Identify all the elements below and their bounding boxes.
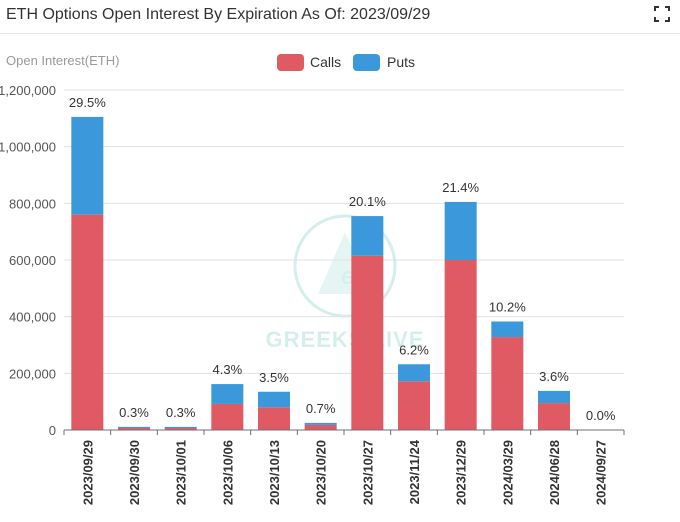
y-tick-label: 800,000: [9, 196, 56, 211]
x-tick-label: 2023/10/06: [220, 440, 235, 505]
y-axis-label: Open Interest(ETH): [6, 53, 119, 68]
percent-label: 29.5%: [69, 95, 106, 110]
percent-label: 10.2%: [489, 299, 526, 314]
percent-label: 4.3%: [213, 362, 243, 377]
percent-label: 0.0%: [586, 408, 616, 423]
chart-title: ETH Options Open Interest By Expiration …: [6, 6, 431, 23]
percent-label: 0.3%: [166, 405, 196, 420]
x-tick-label: 2024/03/29: [500, 440, 515, 505]
legend: Calls Puts: [277, 54, 415, 71]
legend-swatch-puts: [353, 54, 380, 71]
y-tick-label: 1,200,000: [0, 83, 56, 98]
legend-label-calls: Calls: [310, 54, 341, 70]
x-tick-label: 2023/11/24: [407, 439, 422, 504]
bar-puts-2023-10-13: [258, 391, 290, 408]
bar-puts-2023-10-27: [351, 216, 384, 256]
bar-calls-2023-09-30: [118, 428, 150, 430]
expand-icon[interactable]: [654, 6, 670, 22]
bar-calls-2023-10-27: [351, 255, 384, 430]
x-tick-label: 2024/09/27: [594, 440, 609, 505]
watermark-text: GREEKS.LIVE: [266, 327, 425, 352]
bar-calls-2024-03-29: [491, 337, 524, 430]
y-tick-label: 600,000: [9, 253, 56, 268]
bar-puts-2024-03-29: [491, 321, 524, 338]
y-tick-label: 1,000,000: [0, 140, 56, 155]
x-tick-label: 2023/10/20: [314, 440, 329, 505]
bar-puts-2023-09-30: [118, 426, 150, 429]
bar-calls-2023-10-06: [211, 403, 244, 430]
bar-puts-2023-12-29: [444, 201, 477, 260]
x-tick-label: 2023/09/29: [80, 440, 95, 505]
y-tick-label: 400,000: [9, 310, 56, 325]
x-tick-label: 2023/10/13: [267, 440, 282, 505]
x-tick-label: 2023/10/01: [174, 440, 189, 505]
bar-puts-2024-06-28: [538, 390, 570, 404]
y-tick-label: 200,000: [9, 366, 56, 381]
bar-puts-2023-10-06: [211, 384, 244, 404]
x-tick-label: 2023/10/27: [360, 440, 375, 505]
percent-label: 3.6%: [539, 369, 569, 384]
percent-label: 21.4%: [442, 180, 479, 195]
chart-area: eth GREEKS.LIVE Open Interest(ETH) Calls…: [0, 53, 625, 505]
x-tick-label: 2024/06/28: [547, 440, 562, 505]
bar-calls-2023-12-29: [444, 260, 477, 430]
bar-puts-2023-10-20: [304, 422, 337, 425]
x-tick-label: 2023/12/29: [454, 440, 469, 505]
bar-calls-2023-10-01: [164, 428, 197, 430]
legend-label-puts: Puts: [387, 54, 415, 70]
bar-calls-2023-10-13: [258, 407, 290, 430]
bar-puts-2023-11-24: [398, 364, 430, 382]
bar-calls-2024-06-28: [538, 403, 570, 430]
y-tick-label: 0: [49, 423, 56, 438]
bar-calls-2023-11-24: [398, 381, 430, 430]
watermark: eth GREEKS.LIVE: [266, 214, 425, 352]
bar-calls-2023-10-20: [304, 424, 337, 430]
percent-label: 20.1%: [349, 194, 386, 209]
bar-puts-2023-10-01: [164, 426, 197, 429]
percent-label: 3.5%: [259, 370, 289, 385]
legend-swatch-calls: [277, 54, 304, 71]
percent-label: 0.3%: [119, 405, 149, 420]
bar-puts-2023-09-29: [71, 116, 104, 215]
chart-header: ETH Options Open Interest By Expiration …: [0, 0, 680, 34]
x-tick-label: 2023/09/30: [127, 440, 142, 505]
percent-label: 6.2%: [399, 342, 429, 357]
bar-calls-2023-09-29: [71, 214, 104, 430]
percent-label: 0.7%: [306, 401, 336, 416]
